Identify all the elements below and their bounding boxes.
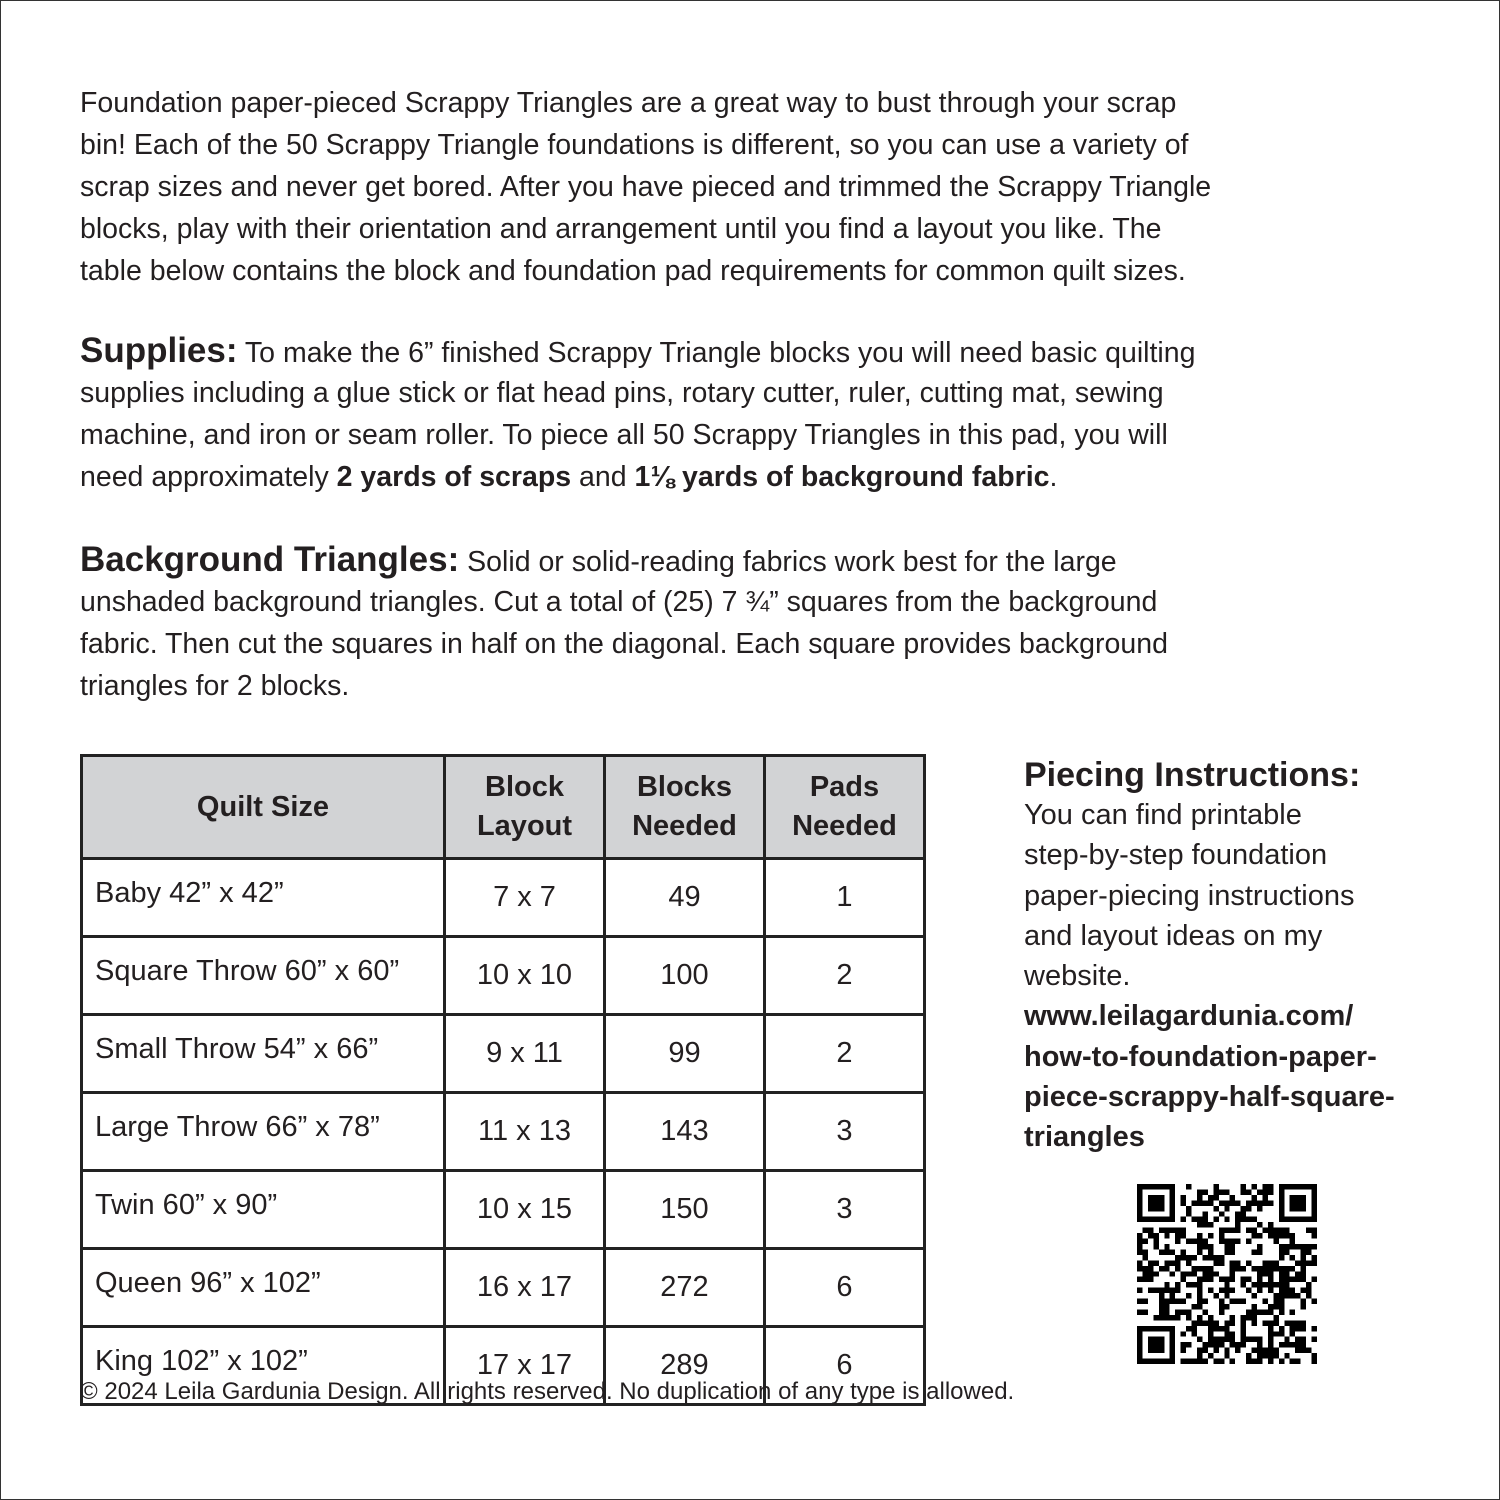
text: . [1049, 461, 1058, 493]
pads-needed-cell: 6 [763, 1325, 926, 1406]
text-line: and layout ideas on my [1024, 919, 1323, 952]
supplies-paragraph: Supplies: To make the 6” finished Scrapp… [80, 330, 1195, 498]
header-block-layout: Block Layout [443, 754, 606, 860]
website-url[interactable]: www.leilagardunia.com/ how-to-foundation… [1024, 1000, 1395, 1154]
text-line: triangles for 2 blocks. [80, 670, 350, 702]
block-layout-cell: 16 x 17 [443, 1247, 606, 1328]
blocks-needed-cell: 272 [603, 1247, 766, 1328]
pads-needed-cell: 2 [763, 1013, 926, 1094]
text-line: Foundation paper-pieced Scrappy Triangle… [80, 87, 1177, 119]
header-quilt-size: Quilt Size [80, 754, 446, 860]
quilt-size-cell: Baby 42” x 42” [80, 857, 446, 938]
quilt-size-cell: Twin 60” x 90” [80, 1169, 446, 1250]
intro-paragraph: Foundation paper-pieced Scrappy Triangle… [80, 82, 1211, 292]
text-line: bin! Each of the 50 Scrappy Triangle fou… [80, 129, 1189, 161]
scraps-amount: 2 yards of scraps [336, 461, 572, 493]
background-triangles-paragraph: Background Triangles: Solid or solid-rea… [80, 539, 1168, 707]
block-layout-cell: 11 x 13 [443, 1091, 606, 1172]
block-layout-cell: 17 x 17 [443, 1325, 606, 1406]
text-line: To make the 6” finished Scrappy Triangle… [237, 337, 1196, 369]
blocks-needed-cell: 289 [603, 1325, 766, 1406]
supplies-heading: Supplies: [80, 331, 238, 370]
background-heading: Background Triangles: [80, 540, 460, 579]
quilt-size-cell: Queen 96” x 102” [80, 1247, 446, 1328]
text-line: machine, and iron or seam roller. To pie… [80, 419, 1168, 451]
block-layout-cell: 9 x 11 [443, 1013, 606, 1094]
table-row: Twin 60” x 90” 10 x 15 150 3 [80, 1169, 926, 1250]
table-row: Queen 96” x 102” 16 x 17 272 6 [80, 1247, 926, 1328]
quilt-size-cell: Small Throw 54” x 66” [80, 1013, 446, 1094]
table-row: King 102” x 102” 17 x 17 289 6 [80, 1325, 926, 1406]
piecing-heading: Piecing Instructions: [1024, 756, 1361, 794]
table-row: Large Throw 66” x 78” 11 x 13 143 3 [80, 1091, 926, 1172]
qr-code-icon[interactable] [1137, 1184, 1317, 1364]
text: and [571, 461, 635, 493]
quilt-size-cell: King 102” x 102” [80, 1325, 446, 1406]
background-fabric-amount: 1⅛ yards of background fabric [634, 461, 1050, 493]
text-line: blocks, play with their orientation and … [80, 213, 1162, 245]
pads-needed-cell: 3 [763, 1169, 926, 1250]
text-line: fabric. Then cut the squares in half on … [80, 628, 1168, 660]
table-row: Square Throw 60” x 60” 10 x 10 100 2 [80, 935, 926, 1016]
copyright-footer: © 2024 Leila Gardunia Design. All rights… [80, 1378, 1015, 1405]
pads-needed-cell: 2 [763, 935, 926, 1016]
quilt-size-cell: Square Throw 60” x 60” [80, 935, 446, 1016]
text-line: Solid or solid-reading fabrics work best… [459, 546, 1117, 578]
text-line: supplies including a glue stick or flat … [80, 377, 1164, 409]
text: need approximately [80, 461, 337, 493]
text-line: scrap sizes and never get bored. After y… [80, 171, 1212, 203]
pads-needed-cell: 3 [763, 1091, 926, 1172]
text-line: unshaded background triangles. Cut a tot… [80, 586, 1158, 618]
blocks-needed-cell: 150 [603, 1169, 766, 1250]
blocks-needed-cell: 100 [603, 935, 766, 1016]
text-line: website. [1024, 960, 1131, 993]
pads-needed-cell: 1 [763, 857, 926, 938]
header-pads-needed: Pads Needed [763, 754, 926, 860]
piecing-instructions: Piecing Instructions: You can find print… [1024, 755, 1395, 1158]
text-line: paper-piecing instructions [1024, 879, 1355, 912]
table-row: Baby 42” x 42” 7 x 7 49 1 [80, 857, 926, 938]
block-layout-cell: 10 x 10 [443, 935, 606, 1016]
blocks-needed-cell: 49 [603, 857, 766, 938]
block-layout-cell: 7 x 7 [443, 857, 606, 938]
quilt-size-table: Quilt Size Block Layout Blocks Needed Pads… [80, 754, 926, 1406]
blocks-needed-cell: 99 [603, 1013, 766, 1094]
table-row: Small Throw 54” x 66” 9 x 11 99 2 [80, 1013, 926, 1094]
text-line: step-by-step foundation [1024, 839, 1328, 872]
quilt-size-cell: Large Throw 66” x 78” [80, 1091, 446, 1172]
blocks-needed-cell: 143 [603, 1091, 766, 1172]
text-line: You can find printable [1024, 799, 1302, 831]
block-layout-cell: 10 x 15 [443, 1169, 606, 1250]
header-blocks-needed: Blocks Needed [603, 754, 766, 860]
text-line: table below contains the block and found… [80, 255, 1186, 287]
pads-needed-cell: 6 [763, 1247, 926, 1328]
